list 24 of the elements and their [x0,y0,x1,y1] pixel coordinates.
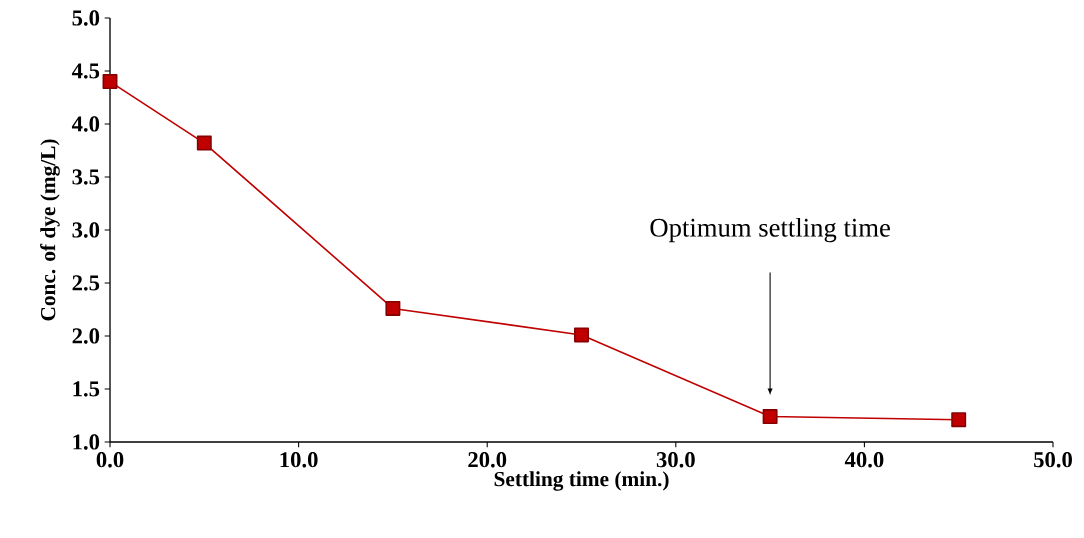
x-tick-label: 50.0 [1034,452,1072,468]
y-tick-label: 2.0 [72,328,100,344]
point [762,409,778,425]
x-tick-label: 40.0 [844,452,884,468]
y-tick-label: 3.5 [72,169,100,185]
x-tick-label: 10.0 [280,452,318,468]
x-tick-label: 30.0 [656,452,695,468]
y-tick-label: 1.5 [73,381,100,397]
annotation: Optimum settling time [650,217,890,243]
point [574,327,589,343]
point [196,135,212,151]
point [951,412,967,428]
point [385,300,401,316]
y-axis-title: Conc. of dye (mg/L) [40,139,60,321]
x-tick-label: 0.0 [96,452,124,468]
y-tick-label: 1.0 [73,434,100,450]
y-tick-label: 4.0 [71,116,100,132]
point [102,74,118,90]
y-tick-label: 2.5 [72,275,100,291]
y-tick-label: 5.0 [72,10,100,26]
y-tick-label: 3.0 [72,222,100,238]
y-tick-label: 4.5 [71,63,100,79]
x-axis-title: Settling time (min.) [494,471,669,491]
x-tick-label: 20.0 [468,452,507,468]
